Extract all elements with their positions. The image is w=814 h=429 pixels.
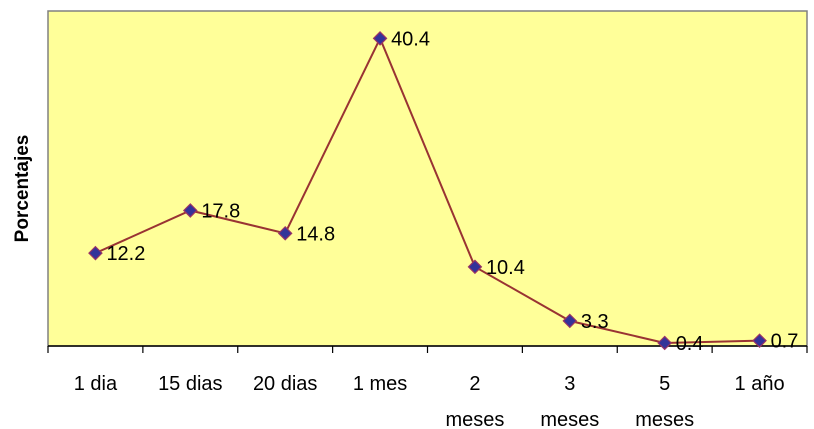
x-tick-label: 5 bbox=[659, 373, 670, 395]
x-tick-label: 1 dia bbox=[74, 373, 118, 395]
data-point-marker bbox=[562, 313, 578, 329]
data-point-marker bbox=[467, 259, 483, 275]
data-label: 17.8 bbox=[201, 200, 240, 222]
data-point-marker bbox=[182, 203, 198, 218]
x-tick-labels: 1 dia 15 dias 20 dias 1 mes 2 meses 3 meses 5 mes… bbox=[74, 373, 785, 429]
data-point-marker bbox=[657, 335, 673, 351]
data-markers bbox=[88, 31, 767, 351]
series-line bbox=[95, 35, 760, 344]
data-point-marker bbox=[372, 31, 388, 46]
data-label: 14.8 bbox=[296, 223, 335, 245]
data-label: 40.4 bbox=[391, 28, 430, 50]
data-label: 3.3 bbox=[581, 311, 609, 333]
x-tick-label: 15 dias bbox=[158, 373, 223, 395]
y-axis-title: Porcentajes bbox=[12, 135, 33, 243]
data-label: 0.4 bbox=[676, 333, 704, 355]
data-labels: 12.2 17.8 14.8 40.4 10.4 3.3 0.4 0.7 bbox=[106, 28, 798, 355]
x-tick-label: 20 dias bbox=[253, 373, 318, 395]
data-point-marker bbox=[752, 333, 767, 349]
plot-area bbox=[47, 10, 808, 347]
x-tick-label: meses bbox=[445, 409, 504, 429]
x-tick-label: 2 bbox=[469, 373, 480, 395]
x-tick-label: 1 año bbox=[735, 373, 785, 395]
data-label: 12.2 bbox=[106, 243, 145, 265]
data-label: 10.4 bbox=[486, 257, 525, 279]
x-axis bbox=[47, 345, 808, 353]
data-point-marker bbox=[277, 225, 293, 241]
x-tick-label: meses bbox=[635, 409, 694, 429]
data-point-marker bbox=[88, 245, 103, 261]
data-label: 0.7 bbox=[771, 331, 799, 353]
x-tick-label: 3 bbox=[564, 373, 575, 395]
x-tick-label: meses bbox=[540, 409, 599, 429]
series-line-group bbox=[95, 35, 760, 344]
x-tick-label: 1 mes bbox=[353, 373, 407, 395]
